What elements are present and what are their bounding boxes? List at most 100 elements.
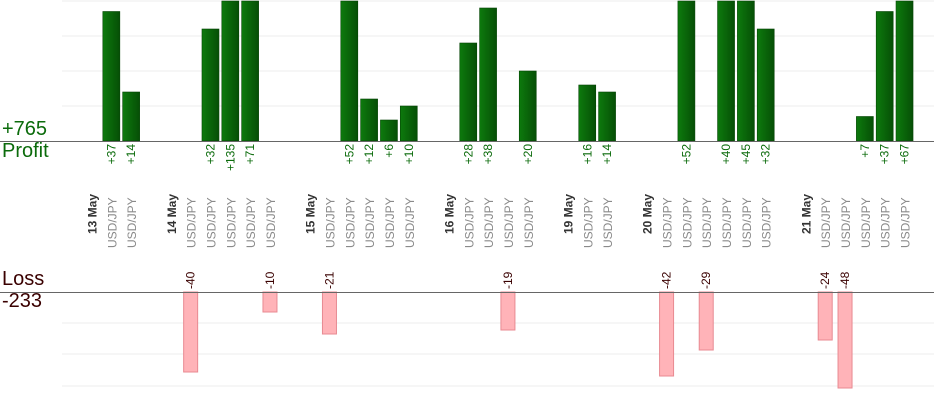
loss-bar xyxy=(837,291,853,389)
pair-label: USD/JPY xyxy=(819,197,833,248)
pair-label: USD/JPY xyxy=(859,197,873,248)
profit-bar xyxy=(201,28,220,142)
profit-bar xyxy=(578,84,597,142)
profit-bar xyxy=(856,116,874,142)
profit-bar xyxy=(360,98,378,142)
profit-value-label: +7 xyxy=(858,144,872,158)
pair-label: USD/JPY xyxy=(224,197,238,248)
loss-bar xyxy=(698,291,714,351)
pair-label: USD/JPY xyxy=(343,197,357,248)
pair-label: USD/JPY xyxy=(899,197,913,248)
loss-value-label: -21 xyxy=(322,271,336,289)
profit-value-label: +20 xyxy=(521,144,535,165)
profit-value-label: +6 xyxy=(382,144,396,158)
pair-label: USD/JPY xyxy=(740,197,754,248)
pair-label: USD/JPY xyxy=(363,197,377,248)
profit-value-label: +52 xyxy=(342,144,356,165)
date-label: 15 May xyxy=(304,194,318,234)
pair-label: USD/JPY xyxy=(105,197,119,248)
pair-label: USD/JPY xyxy=(522,197,536,248)
profit-bar xyxy=(717,0,735,142)
profit-value-label: +28 xyxy=(461,144,475,165)
pair-label: USD/JPY xyxy=(839,197,853,248)
profit-value-label: +37 xyxy=(878,144,892,165)
pair-label: USD/JPY xyxy=(720,197,734,248)
profit-value-label: +71 xyxy=(243,144,257,165)
profit-value-label: +32 xyxy=(203,144,217,165)
loss-bar xyxy=(262,291,278,313)
profit-value-label: +67 xyxy=(898,144,912,165)
profit-value-label: +10 xyxy=(402,144,416,165)
date-label: 21 May xyxy=(799,194,813,234)
profit-value-label: +14 xyxy=(600,144,614,165)
loss-value-label: -40 xyxy=(184,271,198,289)
profit-value-label: +38 xyxy=(481,144,495,165)
loss-value-label: -42 xyxy=(660,271,674,289)
loss-total: -233 xyxy=(2,290,43,312)
pair-label: USD/JPY xyxy=(264,197,278,248)
profit-summary: +765 Profit xyxy=(2,118,49,162)
profit-bar xyxy=(875,11,894,142)
profit-bar xyxy=(380,119,398,142)
pair-label: USD/JPY xyxy=(462,197,476,248)
profit-value-label: +37 xyxy=(104,144,118,165)
date-label: 19 May xyxy=(561,194,575,234)
pair-label: USD/JPY xyxy=(700,197,714,248)
pair-label: USD/JPY xyxy=(244,197,258,248)
profit-bar xyxy=(102,11,121,142)
profit-bar xyxy=(340,0,359,142)
loss-bar xyxy=(659,291,675,377)
profit-bar xyxy=(459,42,478,142)
loss-label: Loss xyxy=(2,268,45,290)
profit-bar xyxy=(756,28,775,142)
loss-bar xyxy=(817,291,833,341)
profit-value-label: +135 xyxy=(223,144,237,171)
pair-label: USD/JPY xyxy=(601,197,615,248)
pair-label: USD/JPY xyxy=(661,197,675,248)
profit-value-label: +52 xyxy=(679,144,693,165)
profit-bar xyxy=(518,70,537,142)
pair-label: USD/JPY xyxy=(482,197,496,248)
profit-value-label: +16 xyxy=(580,144,594,165)
profit-bar xyxy=(399,105,418,142)
loss-value-label: -29 xyxy=(699,271,713,289)
profit-bar xyxy=(598,91,616,142)
date-label: 14 May xyxy=(165,194,179,234)
date-label: 13 May xyxy=(86,194,100,234)
pair-label: USD/JPY xyxy=(383,197,397,248)
pair-label: USD/JPY xyxy=(323,197,337,248)
date-label: 20 May xyxy=(641,194,655,234)
profit-bar xyxy=(479,7,497,142)
profit-value-label: +14 xyxy=(124,144,138,165)
loss-value-label: -19 xyxy=(501,271,515,289)
pair-label: USD/JPY xyxy=(502,197,516,248)
profit-bar xyxy=(677,0,696,142)
profit-value-label: +40 xyxy=(719,144,733,165)
pair-label: USD/JPY xyxy=(403,197,417,248)
loss-bar xyxy=(321,291,337,335)
profit-label: Profit xyxy=(2,140,49,162)
pair-label: USD/JPY xyxy=(879,197,893,248)
pair-label: USD/JPY xyxy=(581,197,595,248)
loss-value-label: -24 xyxy=(818,271,832,289)
loss-value-label: -10 xyxy=(263,271,277,289)
loss-bar xyxy=(500,291,516,331)
profit-bar xyxy=(895,0,914,142)
profit-bar xyxy=(122,91,140,142)
pair-label: USD/JPY xyxy=(204,197,218,248)
profit-value-label: +45 xyxy=(739,144,753,165)
loss-bar xyxy=(183,291,199,373)
loss-summary: Loss -233 xyxy=(2,268,44,312)
profit-bar xyxy=(737,0,755,142)
loss-value-label: -48 xyxy=(838,271,852,289)
profit-bar xyxy=(241,0,259,142)
pair-label: USD/JPY xyxy=(125,197,139,248)
profit-value-label: +12 xyxy=(362,144,376,165)
profit-value-label: +32 xyxy=(759,144,773,165)
profit-bar xyxy=(221,0,240,142)
profit-total: +765 xyxy=(2,118,48,140)
pair-label: USD/JPY xyxy=(680,197,694,248)
pair-label: USD/JPY xyxy=(185,197,199,248)
pair-label: USD/JPY xyxy=(760,197,774,248)
